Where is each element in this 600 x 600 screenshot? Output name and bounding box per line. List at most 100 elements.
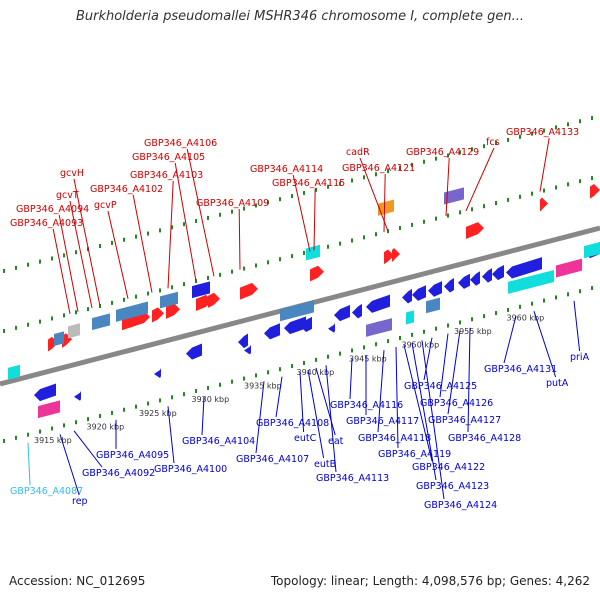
leader-line bbox=[447, 330, 461, 415]
leader-line bbox=[201, 396, 205, 436]
leader-line bbox=[255, 381, 265, 454]
bottom-gene-label: GBP346_A4131 bbox=[484, 364, 557, 375]
leader-line bbox=[186, 148, 215, 277]
feature-box bbox=[92, 313, 110, 331]
feature-box bbox=[68, 323, 80, 339]
bottom-gene-label: GBP346_A4119 bbox=[378, 449, 451, 460]
leader-line bbox=[349, 358, 353, 400]
leader-line bbox=[107, 210, 129, 299]
reverse-gene bbox=[482, 268, 492, 283]
bottom-gene-label: GBP346_A4116 bbox=[330, 400, 403, 411]
top-gene-label: GBP346_A4133 bbox=[506, 127, 579, 138]
leader-line bbox=[445, 157, 450, 217]
top-gene-label: GBP346_A4105 bbox=[132, 152, 205, 163]
feature-box bbox=[426, 297, 440, 314]
bottom-gene-label: GBP346_A4108 bbox=[256, 418, 329, 429]
leader-line bbox=[423, 337, 433, 381]
top-gene-label: GBP346_A4103 bbox=[130, 170, 203, 181]
reverse-gene bbox=[154, 368, 161, 378]
feature-box bbox=[366, 318, 392, 337]
reverse-gene bbox=[492, 264, 504, 281]
top-gene-label: GBP346_A4106 bbox=[144, 138, 217, 149]
label-layer: 3915 kbp 3920 kbp 3925 kbp 3930 kbp 3935 kbp… bbox=[10, 127, 590, 511]
reverse-gene bbox=[506, 257, 542, 279]
scale-label: 3915 kbp bbox=[34, 436, 72, 445]
feature-box bbox=[508, 269, 554, 294]
bottom-gene-label: GBP346_A4122 bbox=[412, 462, 485, 473]
reverse-gene bbox=[34, 383, 56, 402]
leader-line bbox=[167, 406, 175, 464]
leader-line bbox=[325, 365, 337, 473]
leader-line bbox=[69, 200, 93, 309]
leader-line bbox=[439, 333, 449, 398]
reverse-gene bbox=[238, 333, 248, 349]
leader-line bbox=[377, 350, 385, 433]
leader-line bbox=[467, 327, 471, 433]
reverse-gene bbox=[470, 271, 480, 286]
leader-line bbox=[573, 300, 581, 352]
leader-line bbox=[73, 178, 101, 307]
forward-gene bbox=[466, 222, 484, 239]
forward-gene bbox=[392, 248, 400, 263]
bottom-gene-label: GBP346_A4092 bbox=[82, 468, 155, 479]
forward-gene bbox=[540, 197, 548, 212]
reverse-gene bbox=[186, 343, 202, 360]
bottom-gene-label: GBP346_A4125 bbox=[404, 381, 477, 392]
leader-line bbox=[307, 369, 325, 459]
scale-label: 3955 kbp bbox=[454, 327, 492, 336]
feature-box bbox=[192, 281, 210, 299]
feature-box bbox=[54, 331, 64, 346]
top-gene-label: GBP346_A4121 bbox=[342, 163, 415, 174]
reverse-gene bbox=[412, 285, 426, 301]
forward-gene bbox=[122, 311, 150, 331]
bottom-gene-label: GBP346_A4124 bbox=[424, 500, 497, 511]
leader-line bbox=[238, 208, 241, 270]
leader-line bbox=[174, 162, 197, 282]
leader-line bbox=[275, 376, 283, 418]
top-gene-label: GBP346_A4109 bbox=[196, 198, 269, 209]
bottom-gene-label: priA bbox=[570, 352, 590, 363]
reverse-gene bbox=[458, 273, 470, 289]
bottom-gene-label: eat bbox=[328, 436, 344, 447]
leader-line bbox=[73, 430, 103, 468]
leader-line bbox=[299, 371, 305, 433]
feature-box bbox=[406, 310, 414, 325]
bottom-gene-label: rep bbox=[72, 496, 88, 507]
feature-box bbox=[280, 300, 314, 322]
feature-box bbox=[8, 364, 20, 380]
top-gene-label: GBP346_A4094 bbox=[16, 204, 89, 215]
leader-line bbox=[465, 147, 495, 212]
scale-label: 3935 kbp bbox=[244, 382, 282, 391]
reverse-gene bbox=[300, 316, 312, 332]
scale-label: 3925 kbp bbox=[139, 409, 177, 418]
top-gene-label: GBP346_A4114 bbox=[250, 164, 323, 175]
feature-box bbox=[556, 258, 582, 278]
leader-line bbox=[167, 180, 174, 289]
reverse-gene bbox=[352, 303, 362, 319]
leader-line bbox=[58, 214, 79, 312]
bottom-gene-label: GBP346_A4100 bbox=[154, 464, 227, 475]
top-gene-label: fcs bbox=[486, 137, 500, 148]
bottom-gene-label: GBP346_A4123 bbox=[416, 481, 489, 492]
forward-gene bbox=[208, 292, 220, 308]
reverse-gene bbox=[334, 305, 350, 322]
leader-line bbox=[292, 174, 311, 252]
top-gene-label: cadR bbox=[346, 147, 370, 158]
scale-label: 3930 kbp bbox=[192, 395, 230, 404]
scale-label: 3940 kbp bbox=[297, 368, 335, 377]
scale-label: 3960 kbp bbox=[507, 313, 545, 322]
reverse-gene bbox=[328, 322, 335, 333]
forward-gene bbox=[384, 249, 394, 265]
scale-label: 3945 kbp bbox=[349, 354, 387, 363]
accession-text: Accession: NC_012695 bbox=[9, 574, 146, 588]
top-gene-label: gcvP bbox=[94, 200, 117, 211]
bottom-gene-label: eutC bbox=[294, 433, 317, 444]
reverse-gene bbox=[284, 316, 306, 335]
bottom-gene-label: GBP346_A4118 bbox=[358, 433, 431, 444]
top-gene-label: gcvT bbox=[56, 190, 79, 201]
bottom-gene-label: GBP346_A4095 bbox=[96, 450, 169, 461]
forward-gene bbox=[166, 303, 180, 319]
feature-box bbox=[116, 301, 148, 322]
bottom-gene-label: GBP346_A4113 bbox=[316, 473, 389, 484]
reverse-gene bbox=[428, 281, 442, 297]
